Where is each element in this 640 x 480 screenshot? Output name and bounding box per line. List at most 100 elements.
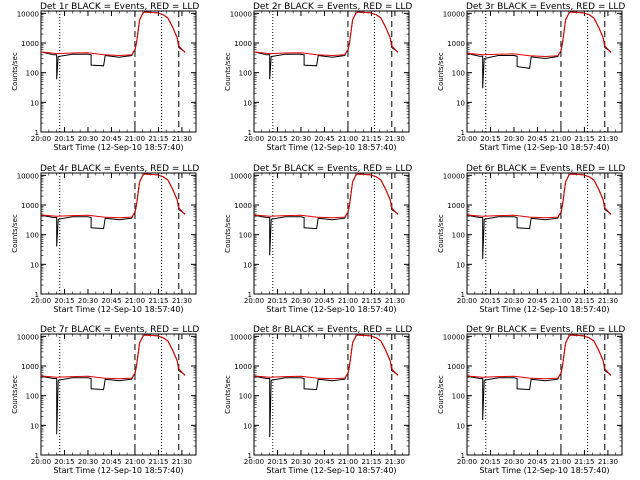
x-axis-label: Start Time (12-Sep-10 18:57:40) bbox=[266, 305, 396, 314]
x-tick-label: 21:15 bbox=[574, 458, 594, 466]
y-tick-label: 100 bbox=[452, 232, 465, 240]
y-tick-label: 100 bbox=[26, 70, 39, 78]
x-tick-label: 20:15 bbox=[480, 458, 500, 466]
series-line-lld bbox=[254, 173, 399, 219]
x-tick-label: 21:30 bbox=[598, 458, 618, 466]
series-line-events bbox=[41, 334, 186, 435]
plot-frame bbox=[466, 333, 623, 456]
plot-frame bbox=[466, 10, 623, 133]
chart-title: Det 6r BLACK = Events, RED = LLD bbox=[466, 164, 625, 174]
y-tick-label: 10000 bbox=[230, 333, 252, 341]
chart-panel-9: Det 9r BLACK = Events, RED = LLD 1 10 100 10… bbox=[437, 325, 625, 475]
y-tick-label: 1 bbox=[461, 291, 465, 299]
x-tick-label: 20:00 bbox=[457, 135, 477, 143]
x-tick-label: 20:15 bbox=[54, 135, 74, 143]
x-tick-label: 21:00 bbox=[338, 458, 358, 466]
y-tick-label: 10 bbox=[30, 422, 39, 430]
y-tick-label: 1000 bbox=[234, 202, 252, 210]
x-tick-label: 21:15 bbox=[361, 135, 381, 143]
y-axis-label: Counts/sec bbox=[437, 52, 445, 91]
x-tick-label: 20:15 bbox=[54, 458, 74, 466]
x-tick-label: 21:15 bbox=[361, 297, 381, 305]
chart-title: Det 7r BLACK = Events, RED = LLD bbox=[40, 325, 199, 335]
y-tick-label: 10000 bbox=[230, 10, 252, 18]
series-line-lld bbox=[41, 173, 186, 219]
y-tick-label: 10 bbox=[456, 422, 465, 430]
y-tick-label: 10000 bbox=[17, 10, 39, 18]
x-axis-label: Start Time (12-Sep-10 18:57:40) bbox=[479, 466, 609, 475]
x-tick-label: 20:00 bbox=[457, 297, 477, 305]
x-tick-label: 21:30 bbox=[172, 297, 192, 305]
y-axis-label: Counts/sec bbox=[11, 375, 19, 414]
y-tick-label: 1 bbox=[35, 291, 39, 299]
chart-title: Det 5r BLACK = Events, RED = LLD bbox=[253, 164, 412, 174]
plot-frame bbox=[253, 10, 410, 133]
x-tick-label: 20:30 bbox=[504, 458, 524, 466]
plot-frame bbox=[40, 10, 197, 133]
y-tick-label: 10 bbox=[243, 261, 252, 269]
series-line-events bbox=[41, 11, 186, 80]
y-tick-label: 10000 bbox=[17, 172, 39, 180]
x-tick-label: 20:00 bbox=[457, 458, 477, 466]
chart-title: Det 8r BLACK = Events, RED = LLD bbox=[253, 325, 412, 335]
x-tick-label: 21:00 bbox=[125, 458, 145, 466]
y-tick-label: 10000 bbox=[443, 10, 465, 18]
chart-title: Det 2r BLACK = Events, RED = LLD bbox=[253, 2, 412, 12]
y-tick-label: 10 bbox=[456, 99, 465, 107]
x-tick-label: 20:45 bbox=[314, 458, 334, 466]
x-tick-label: 21:15 bbox=[148, 458, 168, 466]
y-tick-label: 100 bbox=[26, 393, 39, 401]
x-tick-label: 20:00 bbox=[244, 297, 264, 305]
y-tick-label: 10000 bbox=[443, 172, 465, 180]
x-tick-label: 20:00 bbox=[31, 458, 51, 466]
y-tick-label: 100 bbox=[239, 393, 252, 401]
x-tick-label: 20:45 bbox=[314, 135, 334, 143]
series-line-events bbox=[467, 11, 612, 89]
series-line-events bbox=[254, 334, 399, 438]
chart-title: Det 9r BLACK = Events, RED = LLD bbox=[466, 325, 625, 335]
y-tick-label: 10 bbox=[30, 261, 39, 269]
chart-panel-3: Det 3r BLACK = Events, RED = LLD 1 10 100 10… bbox=[437, 2, 625, 152]
x-tick-label: 21:30 bbox=[598, 135, 618, 143]
y-tick-label: 100 bbox=[452, 393, 465, 401]
series-line-events bbox=[467, 173, 612, 260]
x-tick-label: 21:30 bbox=[385, 458, 405, 466]
x-tick-label: 20:30 bbox=[78, 135, 98, 143]
x-tick-label: 20:30 bbox=[291, 458, 311, 466]
chart-panel-7: Det 7r BLACK = Events, RED = LLD 1 10 100 10… bbox=[11, 325, 199, 475]
x-tick-label: 20:15 bbox=[480, 135, 500, 143]
x-tick-label: 21:15 bbox=[574, 297, 594, 305]
y-tick-label: 1 bbox=[248, 129, 252, 137]
x-tick-label: 20:45 bbox=[314, 297, 334, 305]
x-tick-label: 20:15 bbox=[267, 297, 287, 305]
series-line-events bbox=[254, 173, 399, 256]
x-tick-label: 21:00 bbox=[338, 135, 358, 143]
x-tick-label: 21:15 bbox=[361, 458, 381, 466]
y-tick-label: 1 bbox=[35, 452, 39, 460]
y-tick-label: 1000 bbox=[21, 40, 39, 48]
y-tick-label: 100 bbox=[239, 232, 252, 240]
y-axis-label: Counts/sec bbox=[224, 52, 232, 91]
plot-frame bbox=[466, 172, 623, 295]
series-line-lld bbox=[467, 11, 612, 58]
x-tick-label: 20:30 bbox=[504, 297, 524, 305]
y-tick-label: 1 bbox=[461, 452, 465, 460]
x-tick-label: 20:00 bbox=[31, 297, 51, 305]
x-tick-label: 20:45 bbox=[527, 458, 547, 466]
y-axis-label: Counts/sec bbox=[11, 52, 19, 91]
x-tick-label: 20:00 bbox=[244, 135, 264, 143]
x-tick-label: 20:45 bbox=[101, 297, 121, 305]
x-tick-label: 21:30 bbox=[172, 458, 192, 466]
series-line-lld bbox=[41, 11, 186, 57]
y-tick-label: 10000 bbox=[17, 333, 39, 341]
x-tick-label: 20:15 bbox=[54, 297, 74, 305]
x-tick-label: 21:00 bbox=[125, 135, 145, 143]
y-tick-label: 10000 bbox=[443, 333, 465, 341]
series-line-lld bbox=[467, 173, 612, 219]
x-tick-label: 20:30 bbox=[291, 135, 311, 143]
chart-title: Det 1r BLACK = Events, RED = LLD bbox=[40, 2, 199, 12]
x-axis-label: Start Time (12-Sep-10 18:57:40) bbox=[266, 466, 396, 475]
plot-frame bbox=[40, 333, 197, 456]
series-line-events bbox=[41, 173, 186, 247]
